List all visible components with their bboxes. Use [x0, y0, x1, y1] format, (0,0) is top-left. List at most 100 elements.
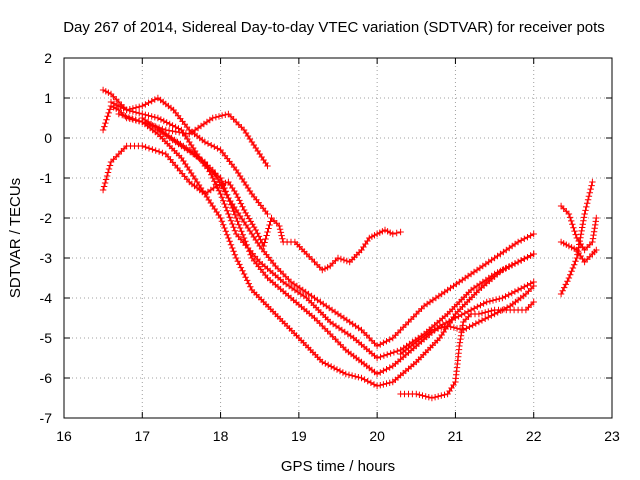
data-point-marker: [367, 379, 375, 386]
data-point-marker: [521, 283, 528, 290]
data-point-marker: [584, 196, 592, 203]
data-point-marker: [593, 246, 600, 254]
data-point-marker: [110, 100, 118, 107]
data-point-marker: [142, 143, 149, 151]
data-point-marker: [212, 181, 220, 188]
data-point-marker: [276, 222, 283, 230]
series-trace-11: [557, 202, 600, 254]
data-point-marker: [565, 274, 573, 282]
data-point-marker: [524, 254, 531, 261]
data-point-marker: [566, 214, 574, 221]
y-tick-label: -6: [40, 370, 53, 386]
data-point-marker: [209, 114, 216, 122]
data-point-marker: [355, 374, 362, 381]
data-point-marker: [117, 103, 124, 110]
data-point-marker: [342, 370, 349, 378]
data-point-marker: [457, 332, 465, 339]
data-point-marker: [441, 323, 448, 330]
data-point-marker: [413, 390, 420, 398]
data-series: [99, 86, 600, 402]
data-point-marker: [319, 266, 326, 274]
data-point-marker: [230, 248, 237, 255]
data-point-marker: [492, 296, 500, 303]
data-point-marker: [135, 117, 143, 125]
y-tick-label: 1: [44, 90, 52, 106]
series-trace-2: [99, 86, 271, 218]
data-point-marker: [511, 288, 519, 295]
data-point-marker: [518, 237, 525, 244]
data-point-marker: [497, 267, 504, 275]
data-point-marker: [244, 212, 251, 219]
data-point-marker: [276, 226, 284, 233]
data-point-marker: [573, 254, 580, 262]
data-point-marker: [235, 221, 242, 228]
data-point-marker: [425, 394, 432, 401]
data-point-marker: [431, 394, 439, 401]
data-point-marker: [503, 304, 511, 311]
data-point-marker: [231, 211, 239, 218]
data-point-marker: [223, 231, 231, 238]
data-point-marker: [557, 290, 565, 298]
data-point-marker: [568, 217, 575, 225]
data-point-marker: [262, 235, 269, 243]
data-point-marker: [104, 169, 112, 176]
data-point-marker: [99, 86, 107, 94]
data-point-marker: [469, 322, 476, 329]
data-point-marker: [322, 360, 329, 367]
data-point-marker: [220, 221, 227, 228]
data-point-marker: [578, 227, 585, 235]
data-point-marker: [139, 102, 146, 110]
data-point-marker: [496, 295, 503, 302]
data-point-marker: [514, 286, 522, 294]
data-point-marker: [386, 364, 393, 371]
data-point-marker: [169, 122, 176, 129]
data-point-marker: [230, 224, 237, 231]
data-point-marker: [441, 391, 448, 398]
data-point-marker: [218, 194, 226, 201]
data-point-marker: [585, 193, 593, 200]
data-point-marker: [527, 252, 534, 259]
data-point-marker: [383, 380, 390, 387]
data-point-marker: [145, 99, 152, 106]
data-point-marker: [119, 111, 126, 119]
data-point-marker: [580, 217, 587, 224]
data-point-marker: [328, 363, 335, 370]
plot-frame: [63, 57, 613, 419]
x-tick-label: 16: [56, 428, 72, 444]
data-point-marker: [204, 140, 212, 147]
x-tick-label: 23: [604, 428, 620, 444]
data-point-marker: [569, 264, 577, 272]
data-point-marker: [263, 232, 270, 239]
data-point-marker: [524, 282, 531, 289]
data-point-marker: [103, 172, 111, 180]
data-point-marker: [265, 225, 272, 232]
data-point-marker: [114, 102, 121, 109]
data-point-marker: [348, 372, 356, 379]
data-point-marker: [514, 238, 522, 246]
data-point-marker: [104, 113, 111, 120]
data-point-marker: [319, 358, 326, 366]
data-point-marker: [225, 210, 232, 218]
y-tick-label: 2: [44, 50, 52, 66]
data-point-marker: [589, 238, 596, 246]
data-point-marker: [450, 324, 458, 331]
data-point-marker: [530, 230, 537, 238]
data-point-marker: [511, 260, 519, 267]
data-point-marker: [120, 105, 127, 112]
data-point-marker: [126, 107, 133, 114]
data-point-marker: [524, 234, 531, 241]
data-point-marker: [337, 255, 345, 263]
data-point-marker: [565, 210, 573, 218]
data-point-marker: [567, 271, 574, 278]
data-point-marker: [579, 221, 586, 228]
data-point-marker: [239, 231, 246, 238]
data-point-marker: [485, 314, 492, 321]
data-point-marker: [477, 302, 484, 309]
data-point-marker: [561, 284, 568, 291]
data-point-marker: [518, 257, 525, 264]
data-point-marker: [234, 194, 241, 201]
data-point-marker: [435, 325, 442, 332]
data-point-marker: [240, 206, 248, 214]
data-point-marker: [229, 244, 236, 252]
